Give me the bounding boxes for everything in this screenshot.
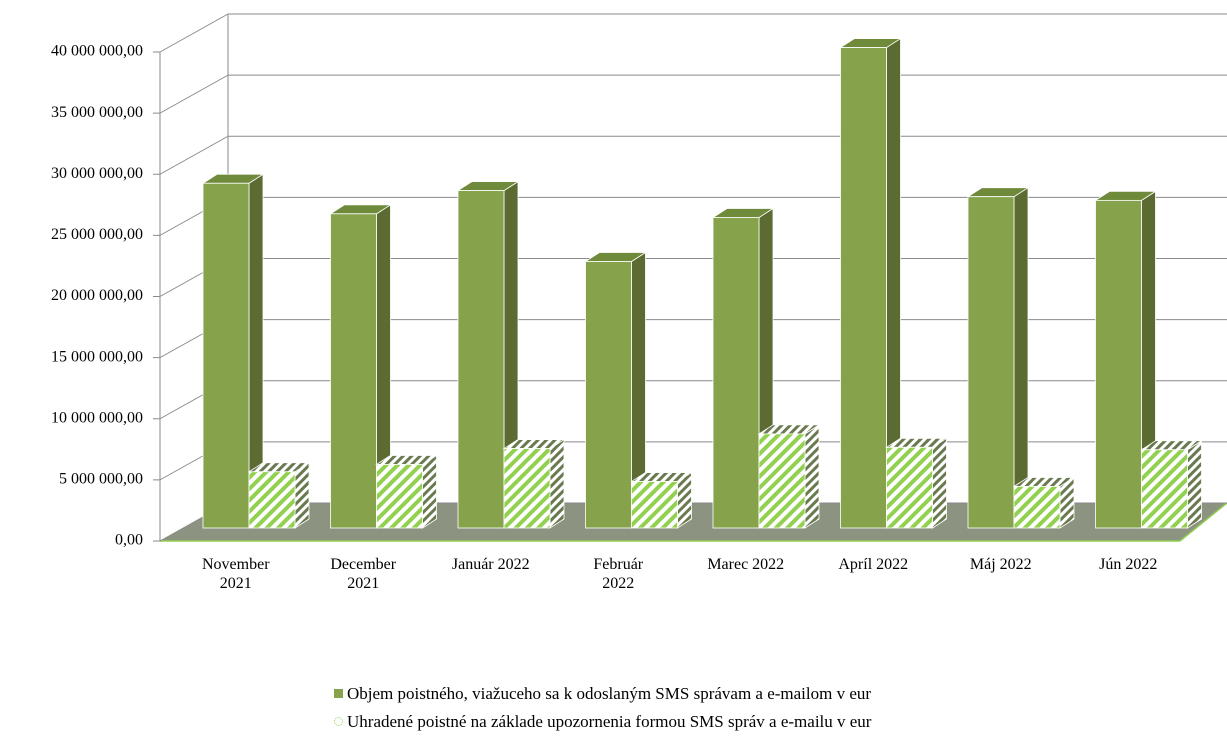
bar [503,448,551,529]
bar [712,217,760,529]
bar [1013,486,1061,529]
bar [330,213,377,529]
y-tick-label: 35 000 000,00 [51,104,143,121]
bar [1141,449,1188,529]
x-tick-label: Apríl 2022 [838,556,909,573]
y-tick-label: 15 000 000,00 [51,348,143,365]
bar-side [422,454,437,529]
bar [585,261,632,529]
bar-side [804,424,820,529]
bar [840,47,887,529]
legend-item: Objem poistného, viažuceho sa k odoslaný… [334,684,871,704]
y-tick-label: 25 000 000,00 [51,226,143,243]
legend-item: Uhradené poistné na základe upozornenia … [334,712,871,732]
bar-side [1187,440,1202,529]
bar [758,433,806,529]
grid-line-side [159,13,229,53]
x-tick-label: Január 2022 [451,556,530,573]
bar-side [549,438,565,529]
grid-line-side [159,74,229,114]
y-tick-label: 20 000 000,00 [51,287,143,304]
y-tick-label: 40 000 000,00 [51,43,143,60]
y-tick-label: 30 000 000,00 [51,165,143,182]
floor-edge [1179,502,1227,542]
bar-side [677,471,692,529]
y-tick-label: 0,00 [115,532,143,549]
bar [1095,199,1142,529]
bar [631,481,678,529]
bar-side [932,437,947,529]
bar [457,190,505,529]
bar-side [1013,186,1029,529]
bar [376,464,423,529]
legend-text: Uhradené poistné na základe upozornenia … [347,712,872,731]
bar [202,182,250,529]
x-tick-label: Február 2022 [593,556,644,592]
y-tick-label: 5 000 000,00 [59,471,143,488]
x-tick-label: Marec 2022 [707,556,785,573]
bar [248,471,296,529]
bar-side [294,462,310,529]
bar [886,446,933,529]
y-tick-label: 10 000 000,00 [51,409,143,426]
bar [967,196,1015,529]
legend-marker [334,689,343,698]
x-tick-label: Máj 2022 [969,556,1032,573]
grid-line-side [159,135,229,175]
x-tick-label: November 2021 [201,556,270,592]
legend-text: Objem poistného, viažuceho sa k odoslaný… [347,684,872,703]
x-tick-label: Jún 2022 [1099,556,1158,573]
x-tick-label: December 2021 [330,556,397,592]
legend-marker [334,717,343,726]
